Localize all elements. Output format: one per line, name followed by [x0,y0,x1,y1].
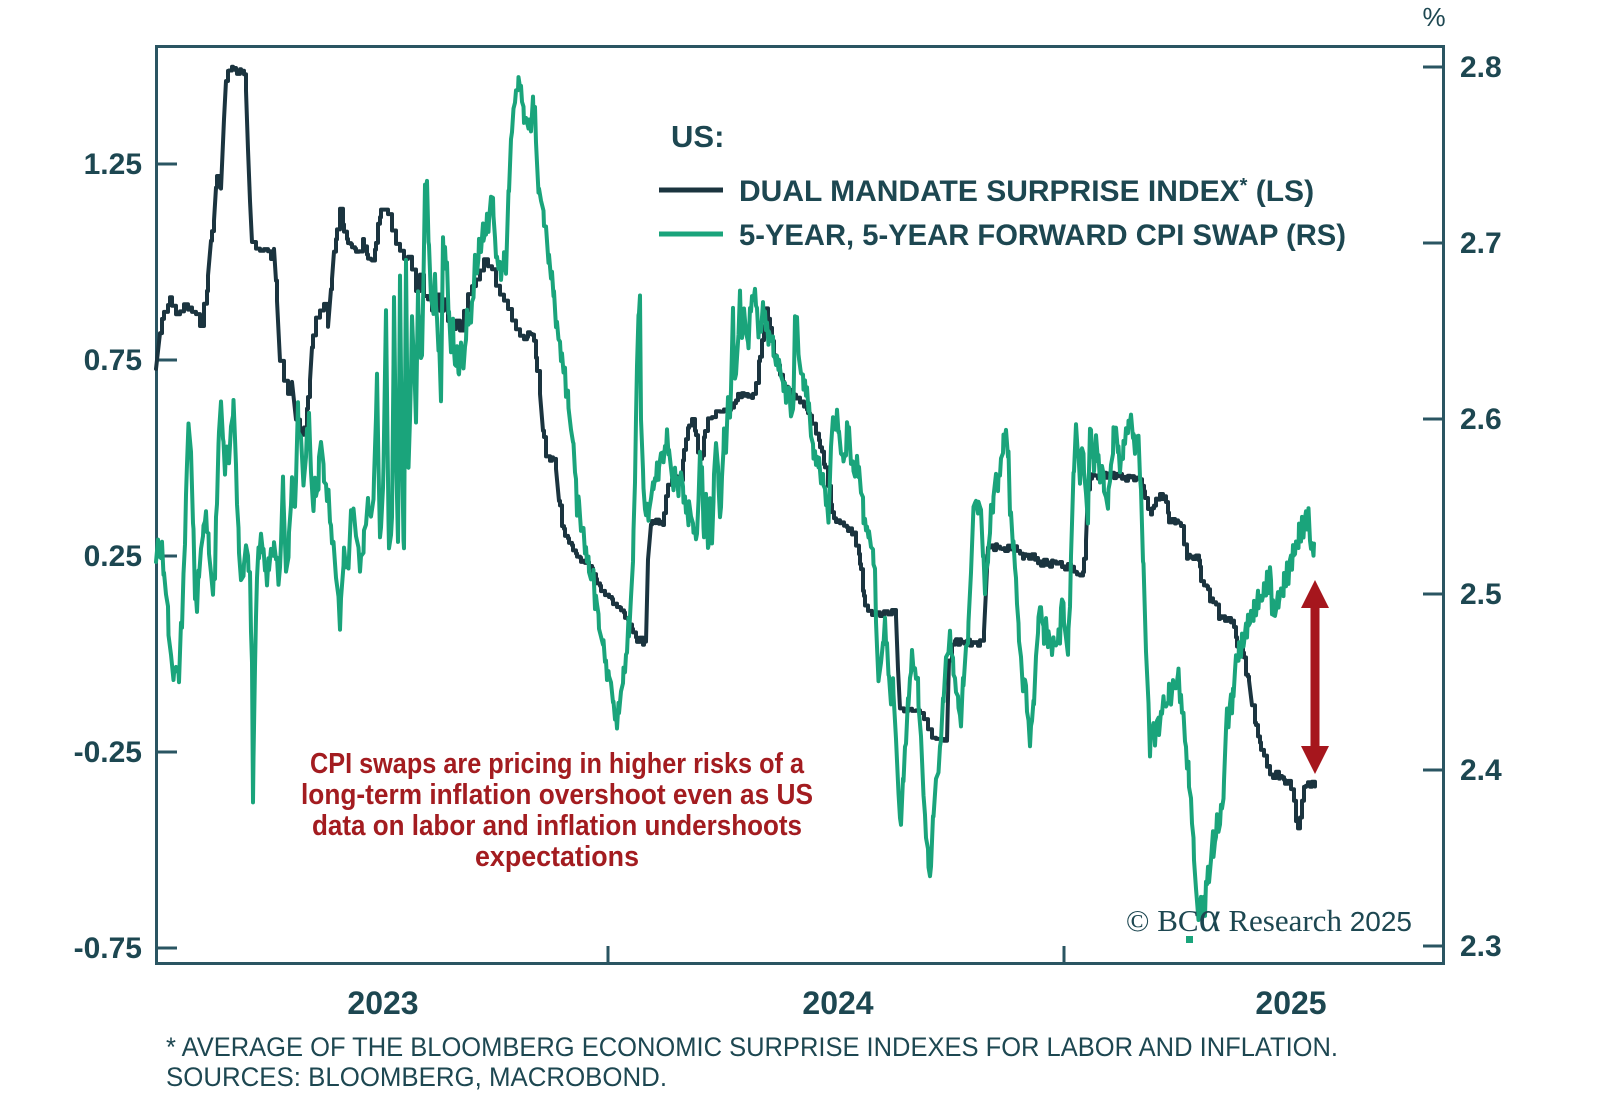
svg-text:DUAL MANDATE SURPRISE INDEX* (: DUAL MANDATE SURPRISE INDEX* (LS) [739,175,1314,208]
svg-text:data on labor and inflation un: data on labor and inflation undershoots [312,810,802,842]
svg-text:-0.25: -0.25 [74,736,142,769]
svg-text:2023: 2023 [347,985,418,1021]
svg-text:2.6: 2.6 [1460,403,1502,436]
svg-text:SOURCES: BLOOMBERG, MACROBOND.: SOURCES: BLOOMBERG, MACROBOND. [166,1062,667,1092]
svg-text:US:: US: [671,119,724,154]
svg-text:%: % [1422,2,1445,32]
svg-text:2.3: 2.3 [1460,930,1502,963]
svg-text:1.25: 1.25 [84,148,142,181]
svg-text:0.75: 0.75 [84,344,142,377]
svg-text:* AVERAGE OF THE BLOOMBERG ECO: * AVERAGE OF THE BLOOMBERG ECONOMIC SURP… [166,1032,1338,1062]
svg-text:2.4: 2.4 [1460,754,1502,787]
svg-text:2024: 2024 [802,985,873,1021]
svg-text:long-term inflation overshoot: long-term inflation overshoot even as US [301,779,813,811]
svg-text:5-YEAR, 5-YEAR FORWARD CPI SWA: 5-YEAR, 5-YEAR FORWARD CPI SWAP (RS) [739,219,1346,252]
svg-text:2025: 2025 [1255,985,1326,1021]
svg-text:2.5: 2.5 [1460,578,1502,611]
svg-text:2.8: 2.8 [1460,51,1502,84]
svg-text:CPI swaps are pricing in highe: CPI swaps are pricing in higher risks of… [310,748,805,780]
svg-text:expectations: expectations [475,841,639,873]
svg-text:2.7: 2.7 [1460,227,1502,260]
svg-text:-0.75: -0.75 [74,932,142,965]
svg-text:© BCα Research 2025: © BCα Research 2025 [1126,895,1412,941]
svg-text:0.25: 0.25 [84,540,142,573]
